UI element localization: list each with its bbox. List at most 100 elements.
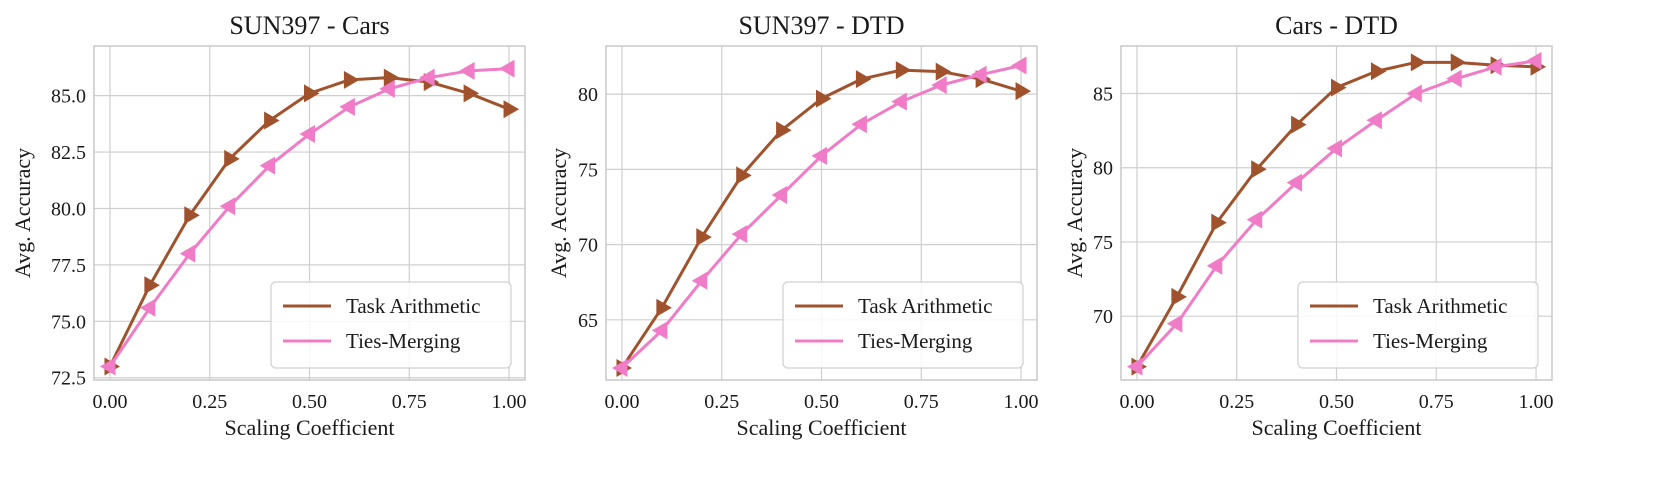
subplot-3-ties-merging-point (1206, 256, 1223, 275)
subplot-1-y-tick-label: 72.5 (51, 368, 86, 390)
subplot-3-legend-label-ties-merging: Ties-Merging (1373, 329, 1488, 353)
subplot-2-ties-merging-point (931, 76, 947, 95)
subplot-1-ties-merging-point (219, 197, 236, 216)
subplot-3-ties-merging-point (1406, 84, 1422, 103)
subplot-1-legend-label-ties-merging: Ties-Merging (346, 329, 461, 353)
subplot-3-task-arithmetic-point (1370, 62, 1387, 81)
subplot-3: Cars - DTD Scaling Coefficient Avg. Accu… (1062, 11, 1554, 440)
subplot-1-y-tick-label: 85.0 (51, 86, 86, 108)
subplot-1-ties-merging-point (379, 79, 395, 98)
subplot-3-task-arithmetic-point (1410, 53, 1427, 72)
subplot-2-x-tick-label: 0.75 (904, 391, 939, 413)
subplot-1-ties-merging-point (179, 244, 196, 263)
subplot-2-ties-merging-point (651, 321, 668, 340)
subplot-2-task-arithmetic-point (696, 228, 712, 247)
subplot-1-x-tick-label: 0.00 (92, 391, 127, 413)
subplot-1-task-arithmetic-point (383, 68, 400, 87)
subplot-3-ties-merging-point (1366, 111, 1382, 130)
subplot-1-task-arithmetic-point (463, 84, 480, 103)
subplot-2-x-tick-label: 0.25 (704, 391, 739, 413)
subplot-1-y-tick-label: 82.5 (51, 142, 86, 164)
subplot-3-ties-merging-point (1166, 314, 1183, 333)
subplot-1-legend-label-task-arithmetic: Task Arithmetic (346, 294, 480, 318)
subplot-2-ties-merging-point (611, 358, 628, 377)
subplot-2-task-arithmetic-point (816, 89, 832, 108)
subplot-3-x-tick-label: 0.25 (1219, 391, 1254, 413)
subplot-2-ties-merging-point (771, 185, 788, 204)
subplot-1-plot-frame (93, 45, 526, 381)
subplot-2-task-arithmetic-point (935, 62, 952, 81)
subplot-1-ties-merging-point (499, 59, 515, 78)
subplot-2-ties-merging-point (891, 92, 907, 111)
subplot-2-ties-merging-point (1011, 56, 1027, 75)
subplot-3-task-arithmetic-point (1331, 78, 1347, 97)
subplot-2-ties-merging-point (971, 65, 987, 84)
subplot-1-task-arithmetic-point (144, 276, 160, 295)
subplot-2-legend-label-ties-merging: Ties-Merging (858, 329, 973, 353)
subplot-2-task-arithmetic-point (895, 61, 912, 80)
subplot-3-legend: Task Arithmetic Ties-Merging (1297, 281, 1539, 369)
subplot-3-task-arithmetic-point (1171, 287, 1187, 306)
subplot-1-y-axis-label: Avg. Accuracy (10, 148, 35, 278)
subplot-3-x-tick-label: 1.00 (1519, 391, 1554, 413)
subplot-1-ties-merging-point (259, 156, 276, 175)
subplot-3-y-tick-label: 70 (1093, 306, 1113, 328)
subplot-2-task-arithmetic-point (656, 298, 672, 317)
subplot-1-task-arithmetic-point (304, 84, 320, 103)
subplot-1-ties-merging-point (139, 298, 156, 317)
subplot-2-y-tick-label: 70 (578, 235, 598, 257)
subplot-3-ties-merging-point (1486, 57, 1502, 76)
subplot-3-ties-merging-point (1126, 357, 1143, 376)
subplot-3-task-arithmetic-point (1211, 213, 1227, 232)
subplot-1-ties-merging-point (459, 61, 475, 80)
subplot-2-x-tick-label: 0.00 (604, 391, 639, 413)
subplot-1: SUN397 - Cars Scaling Coefficient Avg. A… (10, 11, 527, 440)
subplot-1-y-tick-label: 75.0 (51, 311, 86, 333)
subplot-1-ties-merging-point (419, 68, 435, 87)
subplot-2-y-axis-label: Avg. Accuracy (546, 148, 571, 278)
subplot-3-plot-frame (1120, 45, 1553, 381)
subplot-2-y-tick-label: 75 (578, 159, 598, 181)
subplot-3-plot: 0.00 0.25 0.50 0.75 1.00 70 75 80 85 Task Arithme… (1093, 45, 1554, 413)
subplot-2-task-arithmetic-point (855, 70, 872, 89)
subplot-3-x-axis-label: Scaling Coefficient (1251, 415, 1421, 440)
subplot-3-ties-merging-point (1446, 69, 1462, 88)
subplot-1-ties-merging-point (299, 125, 315, 144)
subplot-3-legend-label-task-arithmetic: Task Arithmetic (1373, 294, 1507, 318)
subplot-2-task-arithmetic-point (736, 166, 752, 185)
subplot-2-title: SUN397 - DTD (738, 11, 904, 40)
subplot-1-task-arithmetic-point (264, 111, 280, 130)
subplot-3-y-tick-label: 75 (1093, 232, 1113, 254)
subplot-1-y-tick-label: 77.5 (51, 255, 86, 277)
subplot-2-task-arithmetic-point (776, 121, 792, 140)
subplot-3-y-axis-label: Avg. Accuracy (1062, 148, 1087, 278)
subplot-3-y-tick-label: 85 (1093, 84, 1113, 106)
subplot-3-task-arithmetic-point (1450, 53, 1467, 72)
subplot-3-y-tick-label: 80 (1093, 158, 1113, 180)
subplot-2-legend-label-task-arithmetic: Task Arithmetic (858, 294, 992, 318)
subplot-1-x-tick-label: 0.25 (192, 391, 227, 413)
subplot-2-task-arithmetic-point (1015, 82, 1032, 101)
subplot-1-title: SUN397 - Cars (229, 11, 389, 40)
subplot-2-y-tick-label: 65 (578, 310, 598, 332)
subplot-2-y-tick-label: 80 (578, 84, 598, 106)
subplot-1-x-tick-label: 1.00 (492, 391, 527, 413)
subplot-2-plot: 0.00 0.25 0.50 0.75 1.00 65 70 75 80 Task Arithme… (578, 45, 1039, 413)
subplot-1-x-tick-label: 0.75 (392, 391, 427, 413)
subplot-3-ties-merging-point (1246, 210, 1263, 229)
subplot-1-task-arithmetic-point (184, 206, 200, 225)
subplot-2-plot-frame (605, 45, 1038, 381)
subplot-1-task-arithmetic-point (503, 100, 520, 119)
subplot-1-legend: Task Arithmetic Ties-Merging (270, 281, 512, 369)
subplot-3-x-tick-label: 0.50 (1319, 391, 1354, 413)
subplot-3-legend-box (1297, 281, 1539, 369)
subplot-2-x-tick-label: 1.00 (1004, 391, 1039, 413)
subplot-2: SUN397 - DTD Scaling Coefficient Avg. Ac… (546, 11, 1039, 440)
subplot-2-ties-merging-point (731, 225, 748, 244)
subplot-3-task-arithmetic-point (1291, 115, 1307, 134)
subplot-1-plot: 0.00 0.25 0.50 0.75 1.00 72.5 75.0 77.5 80.0 82.5… (51, 45, 527, 413)
subplot-1-x-tick-label: 0.50 (292, 391, 327, 413)
subplot-1-ties-merging-point (99, 357, 116, 376)
subplot-3-x-tick-label: 0.00 (1119, 391, 1154, 413)
